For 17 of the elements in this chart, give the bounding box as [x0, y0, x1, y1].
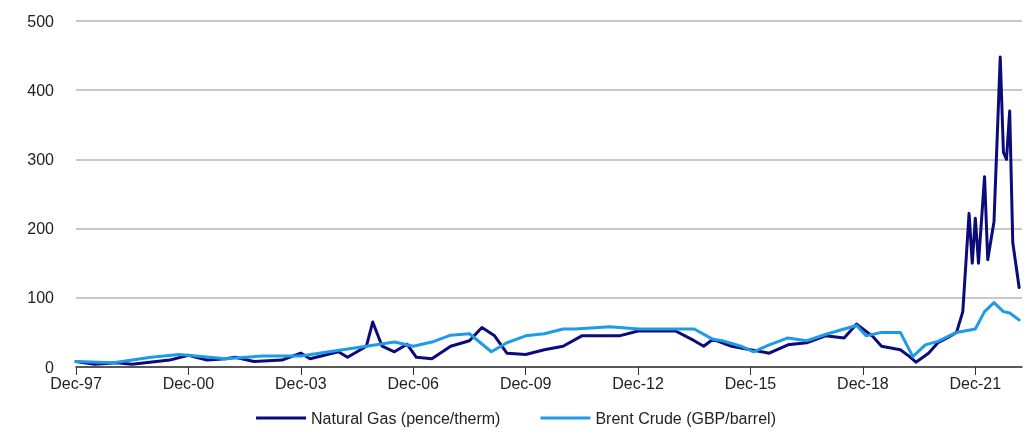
x-tick-label: Dec-03 — [274, 374, 327, 392]
x-tick-label: Dec-21 — [949, 374, 1002, 392]
y-tick-label: 300 — [27, 150, 55, 168]
y-tick-label: 200 — [27, 220, 55, 238]
x-tick-label: Dec-97 — [50, 374, 102, 392]
legend-label: Natural Gas (pence/therm) — [311, 409, 501, 427]
x-tick-label: Dec-18 — [837, 374, 889, 392]
x-tick-label: Dec-09 — [499, 374, 552, 392]
x-tick-label: Dec-12 — [612, 374, 664, 392]
x-tick-label: Dec-06 — [387, 374, 440, 392]
legend-label: Brent Crude (GBP/barrel) — [595, 409, 776, 427]
x-tick-label: Dec-15 — [724, 374, 777, 392]
y-tick-label: 400 — [27, 81, 55, 99]
y-tick-label: 500 — [27, 12, 55, 30]
y-tick-label: 0 — [45, 358, 55, 376]
x-tick-label: Dec-00 — [162, 374, 215, 392]
y-tick-label: 100 — [27, 289, 55, 307]
